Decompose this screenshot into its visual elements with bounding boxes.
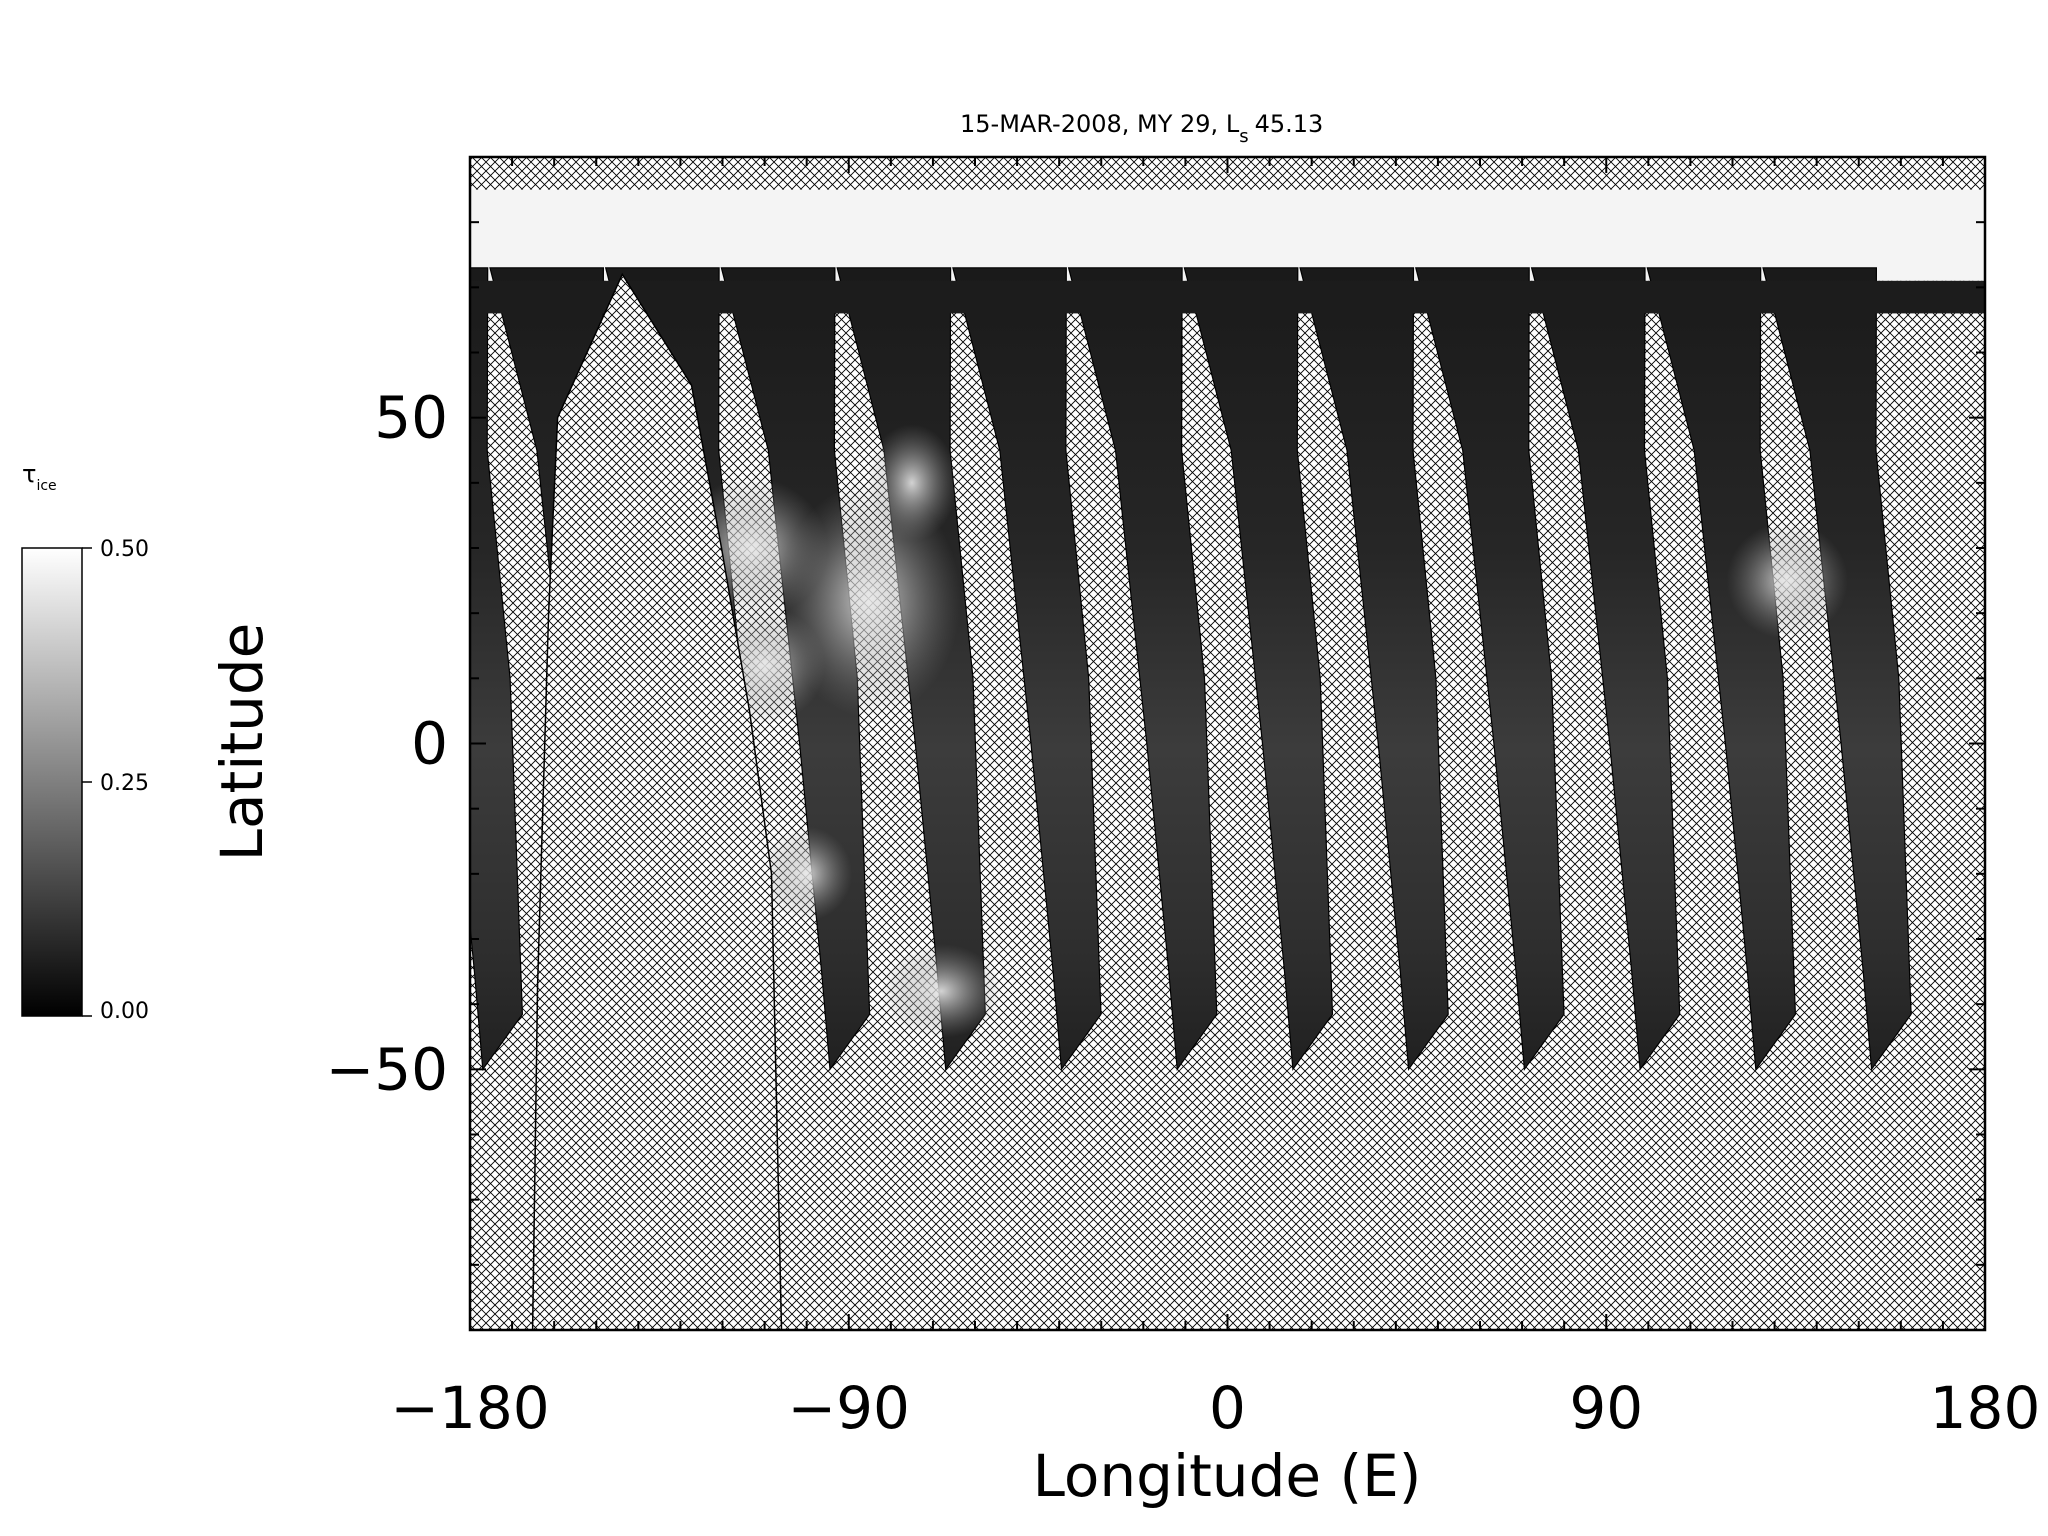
- x-tick-label: −90: [788, 1374, 910, 1442]
- y-axis-label: Latitude: [208, 623, 276, 862]
- cloud-patch: [778, 482, 961, 718]
- high-latitude-band: [470, 280, 1985, 314]
- x-axis-label: Longitude (E): [1033, 1442, 1422, 1510]
- chart-title: 15-MAR-2008, MY 29, Ls 45.13: [960, 110, 1323, 147]
- colorbar: τice 0.00 0.25 0.50: [21, 460, 149, 1024]
- orbit-swath: [1415, 267, 1565, 1071]
- y-tick-label: 0: [411, 710, 448, 778]
- x-tick-label: 180: [1930, 1374, 2041, 1442]
- x-tick-label: 0: [1209, 1374, 1246, 1442]
- map-plot-area: [470, 157, 1985, 1330]
- colorbar-tick-label: 0.00: [100, 999, 149, 1024]
- orbit-swath: [470, 267, 524, 1071]
- orbit-swath: [1067, 267, 1218, 1071]
- y-tick-label: 50: [374, 384, 448, 452]
- x-tick-labels: −180 −90 0 90 180: [390, 1374, 2040, 1442]
- y-tick-label: −50: [326, 1035, 448, 1103]
- x-tick-label: 90: [1569, 1374, 1643, 1442]
- orbit-swath: [1530, 267, 1681, 1071]
- orbit-swath: [1299, 267, 1449, 1071]
- orbit-swath: [1762, 267, 1912, 1071]
- cloud-patch: [1726, 521, 1848, 640]
- y-tick-labels: −50 0 50: [326, 384, 448, 1104]
- x-tick-label: −180: [390, 1374, 549, 1442]
- cloud-patch: [866, 424, 958, 542]
- colorbar-gradient: [21, 547, 83, 1017]
- cloud-patch: [880, 944, 1002, 1039]
- axis-ticks: [469, 156, 1986, 1331]
- cloud-patch: [761, 826, 853, 921]
- orbit-swath: [1646, 267, 1797, 1071]
- missing-data-gap: [531, 272, 783, 1330]
- colorbar-ticks: 0.00 0.25 0.50: [82, 537, 149, 1024]
- colorbar-tick-label: 0.25: [100, 771, 149, 796]
- orbit-swath: [952, 267, 1102, 1071]
- colorbar-label: τice: [22, 460, 57, 494]
- orbit-swath: [1183, 267, 1334, 1071]
- colorbar-tick-label: 0.50: [100, 537, 149, 562]
- polar-cap-region: [470, 189, 1985, 281]
